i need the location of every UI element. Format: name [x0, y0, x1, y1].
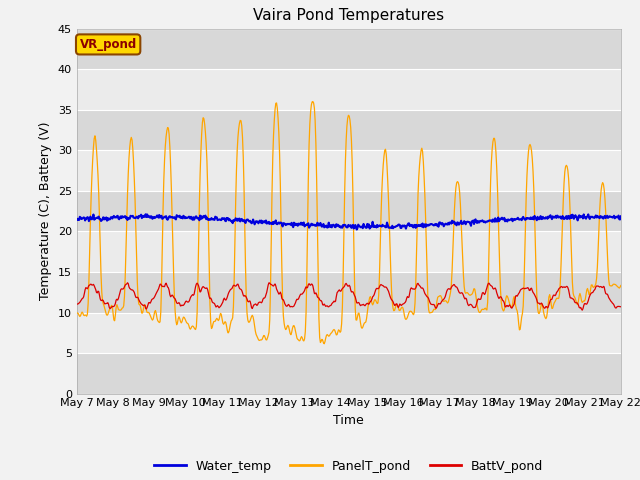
X-axis label: Time: Time: [333, 414, 364, 427]
Bar: [77, 110, 621, 150]
Bar: [77, 231, 621, 272]
Bar: [77, 272, 621, 312]
Bar: [77, 353, 621, 394]
Title: Vaira Pond Temperatures: Vaira Pond Temperatures: [253, 9, 444, 24]
Bar: [77, 312, 621, 353]
Bar: [77, 191, 621, 231]
Bar: [77, 150, 621, 191]
Legend: Water_temp, PanelT_pond, BattV_pond: Water_temp, PanelT_pond, BattV_pond: [149, 455, 548, 478]
Bar: [77, 29, 621, 69]
Text: VR_pond: VR_pond: [79, 38, 137, 51]
Bar: [77, 69, 621, 110]
Y-axis label: Temperature (C), Battery (V): Temperature (C), Battery (V): [39, 122, 52, 300]
